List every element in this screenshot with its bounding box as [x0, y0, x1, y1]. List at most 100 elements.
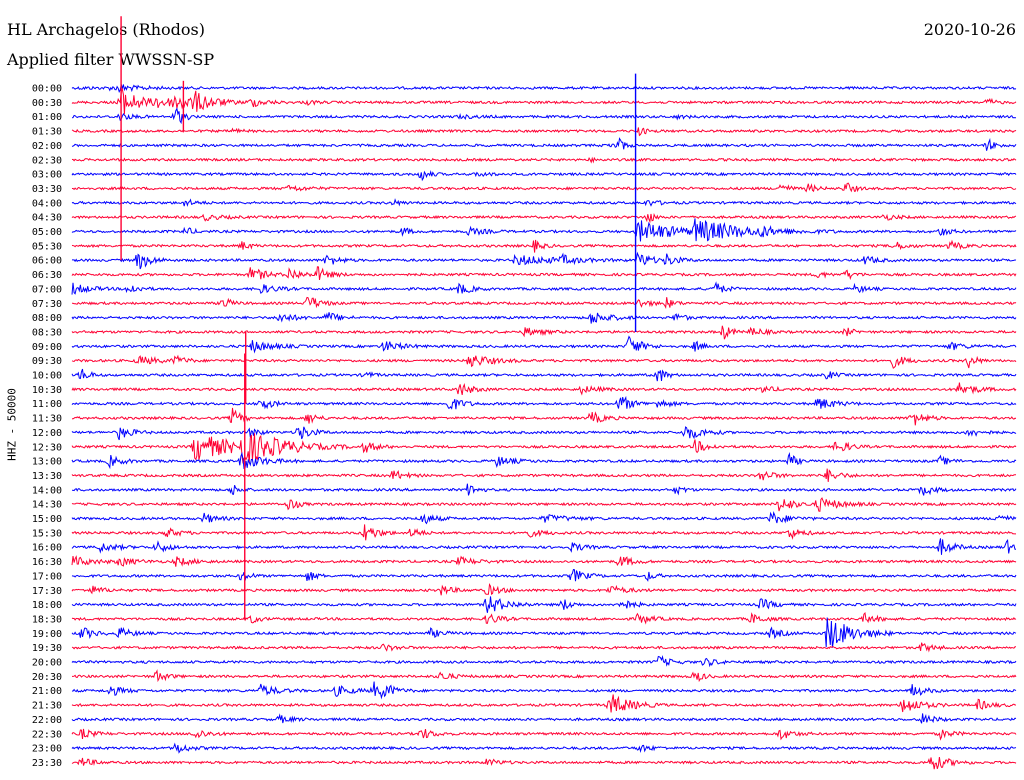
trace-row	[71, 325, 1017, 340]
trace-row	[71, 239, 1017, 253]
row-time-label: 10:00	[32, 371, 62, 382]
trace-row	[71, 468, 1017, 482]
trace-row	[71, 612, 1017, 625]
filter-label: Applied filter WWSSN-SP	[7, 50, 215, 69]
row-time-label: 15:00	[32, 514, 62, 525]
trace-row	[71, 182, 1017, 193]
trace-row	[71, 596, 1017, 613]
row-time-label: 14:00	[32, 485, 62, 496]
trace-row	[71, 87, 1017, 115]
trace-row	[71, 757, 1017, 770]
trace-row	[71, 296, 1017, 309]
row-time-label: 05:00	[32, 227, 62, 238]
trace-row	[71, 511, 1017, 525]
row-time-label: 00:30	[32, 98, 62, 109]
trace-row	[71, 218, 1017, 242]
trace-row	[71, 137, 1017, 151]
trace-row	[71, 642, 1016, 653]
row-time-label: 23:30	[32, 758, 62, 769]
trace-row	[71, 681, 1017, 700]
trace-row	[71, 582, 1017, 596]
trace-row	[71, 483, 1017, 496]
trace-row	[71, 251, 1017, 270]
trace-row	[71, 742, 1017, 754]
row-time-label: 19:00	[32, 629, 62, 640]
row-time-label: 01:30	[32, 127, 62, 138]
row-time-label: 06:30	[32, 270, 62, 281]
row-time-label: 13:00	[32, 457, 62, 468]
row-time-label: 08:30	[32, 327, 62, 338]
row-time-label: 09:00	[32, 342, 62, 353]
row-time-label: 07:30	[32, 299, 62, 310]
row-time-label: 13:30	[32, 471, 62, 482]
row-time-label: 19:30	[32, 643, 62, 654]
row-time-label: 21:00	[32, 686, 62, 697]
row-time-label: 12:30	[32, 442, 62, 453]
trace-row	[71, 407, 1017, 426]
row-time-label: 10:30	[32, 385, 62, 396]
row-time-label: 15:30	[32, 528, 62, 539]
trace-row	[71, 694, 1016, 713]
row-time-label: 20:00	[32, 658, 62, 669]
trace-row	[71, 198, 1017, 207]
trace-row	[71, 395, 1017, 410]
row-time-label: 22:00	[32, 715, 62, 726]
trace-row	[71, 433, 1017, 464]
row-time-label: 16:00	[32, 543, 62, 554]
row-time-label: 18:00	[32, 600, 62, 611]
trace-row	[71, 354, 1017, 369]
trace-row	[71, 169, 1017, 182]
row-time-label: 14:30	[32, 500, 62, 511]
trace-row	[71, 84, 1017, 93]
row-time-label: 04:00	[32, 198, 62, 209]
trace-row	[71, 368, 1017, 382]
row-time-label: 00:00	[32, 84, 62, 95]
station-title: HL Archagelos (Rhodos)	[7, 20, 205, 39]
row-time-label: 20:30	[32, 672, 62, 683]
row-time-label: 22:30	[32, 729, 62, 740]
trace-row	[71, 382, 1017, 396]
row-time-label: 23:00	[32, 744, 62, 755]
trace-row	[71, 655, 1017, 668]
row-time-label: 07:00	[32, 284, 62, 295]
row-time-label: 21:30	[32, 701, 62, 712]
trace-row	[71, 266, 1017, 281]
trace-row	[71, 312, 1017, 324]
row-time-label: 03:30	[32, 184, 62, 195]
trace-row	[71, 451, 1017, 470]
row-time-label: 17:30	[32, 586, 62, 597]
row-time-label: 16:30	[32, 557, 62, 568]
date-label: 2020-10-26	[923, 20, 1016, 39]
row-time-label: 17:00	[32, 571, 62, 582]
row-time-label: 05:30	[32, 241, 62, 252]
row-time-label: 01:00	[32, 112, 62, 123]
row-time-label: 11:00	[32, 399, 62, 410]
row-time-label: 09:30	[32, 356, 62, 367]
trace-row	[71, 728, 1017, 741]
row-time-label: 11:30	[32, 414, 62, 425]
trace-row	[71, 538, 1016, 555]
row-time-label: 06:00	[32, 256, 62, 267]
trace-row	[72, 669, 1017, 683]
trace-row	[71, 426, 1017, 441]
trace-row	[71, 281, 1017, 295]
trace-row	[71, 569, 1017, 582]
row-time-label: 02:00	[32, 141, 62, 152]
trace-row	[71, 555, 1017, 567]
row-time-label: 08:00	[32, 313, 62, 324]
row-time-label: 03:00	[32, 170, 62, 181]
trace-row	[71, 212, 1017, 224]
row-time-label: 18:30	[32, 614, 62, 625]
trace-row	[71, 335, 1017, 354]
row-time-label: 02:30	[32, 155, 62, 166]
trace-row	[71, 497, 1017, 512]
trace-row	[71, 713, 1017, 724]
trace-row	[71, 107, 1017, 125]
trace-row	[71, 617, 1017, 648]
trace-row	[71, 524, 1017, 541]
trace-row	[71, 127, 1017, 137]
row-time-label: 04:30	[32, 213, 62, 224]
trace-row	[71, 156, 1017, 164]
